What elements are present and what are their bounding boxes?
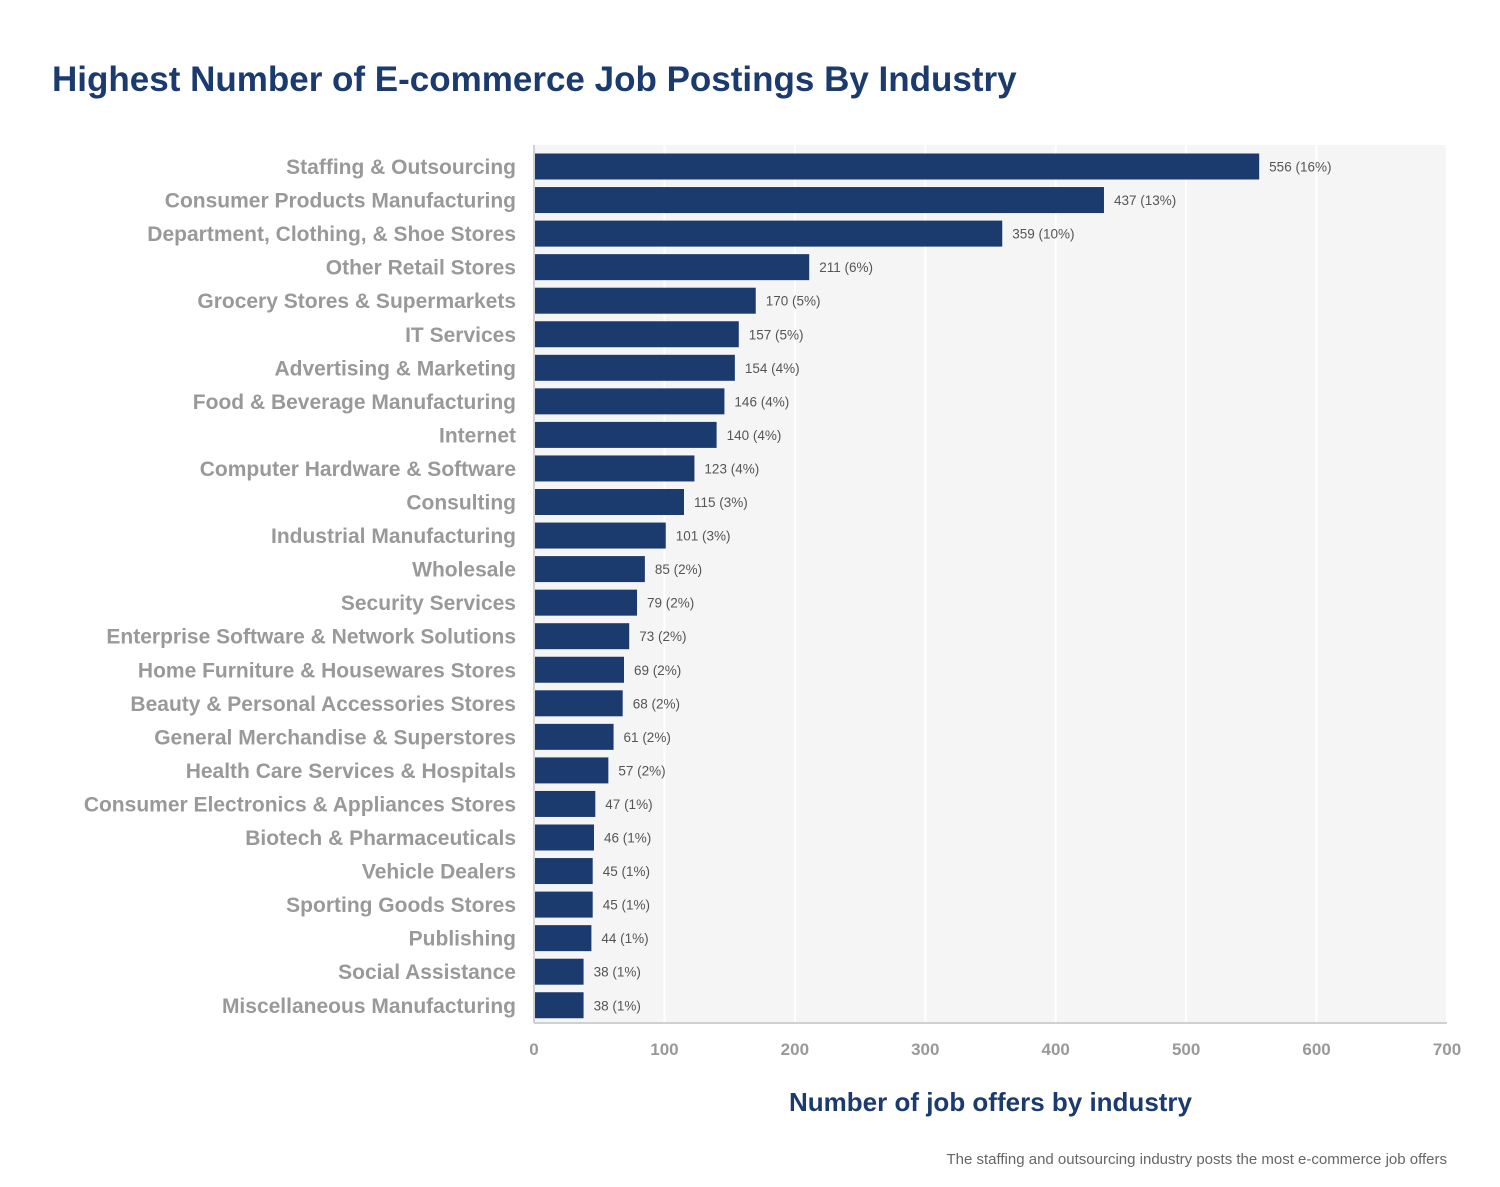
bar [535, 287, 756, 314]
bar [535, 321, 739, 348]
category-label: Social Assistance [338, 961, 516, 984]
category-label: Computer Hardware & Software [200, 458, 516, 481]
bar [535, 589, 638, 616]
bar [535, 656, 624, 683]
bar [535, 187, 1104, 214]
data-label: 46 (1%) [604, 831, 651, 846]
category-label: General Merchandise & Superstores [154, 726, 516, 749]
data-label: 359 (10%) [1012, 227, 1074, 242]
data-label: 115 (3%) [694, 495, 748, 510]
data-label: 61 (2%) [624, 730, 671, 745]
bar [535, 556, 645, 583]
data-label: 68 (2%) [633, 696, 680, 711]
x-tick-label: 300 [911, 1040, 939, 1059]
category-label: Department, Clothing, & Shoe Stores [147, 223, 516, 246]
data-label: 556 (16%) [1269, 160, 1331, 175]
category-label: Consumer Products Manufacturing [165, 190, 516, 213]
data-label: 69 (2%) [634, 663, 681, 678]
bar [535, 824, 594, 851]
bar [535, 421, 717, 448]
chart-title: Highest Number of E-commerce Job Posting… [52, 60, 1017, 99]
x-tick-label: 500 [1172, 1040, 1200, 1059]
category-label: Staffing & Outsourcing [286, 156, 516, 179]
data-label: 170 (5%) [766, 294, 821, 309]
category-label: Sporting Goods Stores [286, 894, 516, 917]
x-tick-label: 200 [781, 1040, 809, 1059]
data-label: 57 (2%) [618, 763, 665, 778]
bar [535, 254, 810, 281]
data-label: 85 (2%) [655, 562, 702, 577]
bar [535, 757, 609, 784]
category-label: Enterprise Software & Network Solutions [106, 626, 516, 649]
bar [535, 220, 1003, 247]
category-label: Biotech & Pharmaceuticals [245, 827, 516, 850]
chart-footnote: The staffing and outsourcing industry po… [946, 1151, 1447, 1168]
bar [535, 455, 695, 482]
data-label: 101 (3%) [676, 529, 731, 544]
data-label: 157 (5%) [749, 327, 804, 342]
bar [535, 690, 623, 717]
data-label: 211 (6%) [819, 260, 873, 275]
bar [535, 723, 614, 750]
bar [535, 354, 735, 381]
data-label: 437 (13%) [1114, 193, 1176, 208]
labels: Staffing & Outsourcing Consumer Products … [84, 156, 1461, 1059]
category-label: Consulting [406, 492, 516, 515]
category-label: Other Retail Stores [326, 257, 516, 280]
data-label: 73 (2%) [639, 629, 686, 644]
axes [533, 145, 1447, 1024]
data-label: 123 (4%) [704, 461, 759, 476]
x-tick-label: 700 [1433, 1040, 1461, 1059]
category-label: Beauty & Personal Accessories Stores [130, 693, 516, 716]
category-label: IT Services [405, 324, 516, 347]
data-label: 45 (1%) [603, 864, 650, 879]
data-label: 140 (4%) [727, 428, 782, 443]
bar [535, 891, 593, 918]
category-label: Miscellaneous Manufacturing [222, 995, 516, 1018]
data-label: 47 (1%) [605, 797, 652, 812]
bar [535, 489, 684, 515]
bars [535, 153, 1260, 1019]
bar [535, 522, 666, 549]
bar [535, 153, 1260, 180]
bar [535, 388, 725, 415]
category-label: Grocery Stores & Supermarkets [197, 290, 516, 313]
bar [535, 925, 592, 952]
bar [535, 858, 593, 885]
category-label: Internet [439, 424, 516, 447]
category-label: Security Services [341, 592, 516, 615]
x-tick-label: 0 [529, 1040, 538, 1059]
category-label: Health Care Services & Hospitals [186, 760, 516, 783]
bar [535, 992, 584, 1019]
data-label: 154 (4%) [745, 361, 800, 376]
bar [535, 958, 584, 985]
category-label: Industrial Manufacturing [271, 525, 516, 548]
data-label: 38 (1%) [594, 998, 641, 1013]
bar [535, 623, 630, 650]
category-label: Publishing [409, 928, 516, 951]
data-label: 79 (2%) [647, 596, 694, 611]
x-tick-label: 100 [650, 1040, 678, 1059]
data-label: 45 (1%) [603, 898, 650, 913]
category-label: Advertising & Marketing [274, 357, 516, 380]
category-label: Consumer Electronics & Appliances Stores [84, 793, 516, 816]
x-tick-label: 400 [1042, 1040, 1070, 1059]
x-tick-label: 600 [1302, 1040, 1330, 1059]
data-label: 44 (1%) [601, 931, 648, 946]
x-axis-title: Number of job offers by industry [788, 1087, 1193, 1117]
category-label: Home Furniture & Housewares Stores [138, 659, 516, 682]
category-label: Wholesale [412, 559, 516, 582]
category-label: Food & Beverage Manufacturing [193, 391, 516, 414]
category-label: Vehicle Dealers [362, 861, 516, 884]
data-label: 38 (1%) [594, 965, 641, 980]
bar [535, 790, 596, 817]
data-label: 146 (4%) [734, 394, 789, 409]
